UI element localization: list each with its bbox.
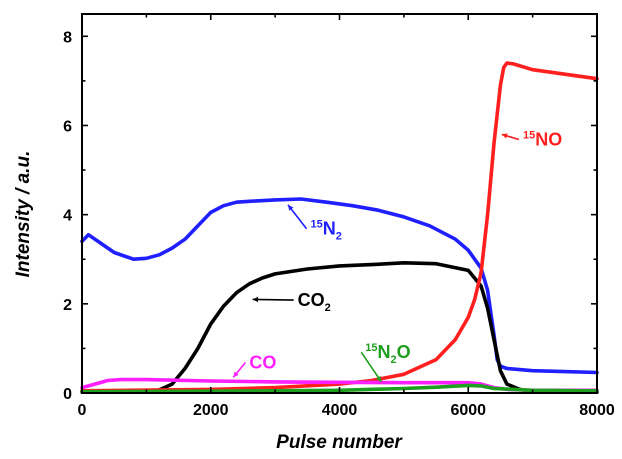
y-tick-label: 8 bbox=[63, 29, 72, 46]
annotation-label: 15N2O bbox=[365, 342, 410, 366]
annotation-15N2: 15N2 bbox=[287, 204, 342, 243]
series-line-0 bbox=[80, 197, 599, 375]
y-tick-label: 4 bbox=[63, 208, 72, 225]
series-line-2 bbox=[80, 61, 599, 393]
y-tick-label: 2 bbox=[63, 297, 72, 314]
series-layer bbox=[80, 61, 599, 394]
annotation-layer: 15N2 15NO CO2 CO 15N2O bbox=[232, 130, 562, 383]
y-axis-title: Intensity / a.u. bbox=[13, 151, 34, 278]
annotation-label: CO bbox=[249, 352, 276, 372]
annotation-arrow bbox=[252, 298, 294, 301]
annotation-label: 15NO bbox=[523, 130, 562, 150]
annotation-label: CO2 bbox=[298, 290, 331, 314]
annotation-15N2O: 15N2O bbox=[360, 342, 411, 383]
annotation-label: 15N2 bbox=[311, 219, 342, 243]
annotation-arrowhead bbox=[501, 133, 508, 139]
series-line-1 bbox=[80, 261, 599, 394]
annotation-arrowhead bbox=[288, 204, 294, 211]
x-axis-title: Pulse number bbox=[276, 432, 403, 453]
annotation-CO: CO bbox=[232, 352, 276, 378]
annotation-arrowhead bbox=[233, 371, 239, 378]
x-tick-label: 6000 bbox=[450, 402, 486, 419]
axes-layer: 0 2000 4000 6000 8000 0 2 4 6 8 bbox=[63, 13, 615, 419]
y-tick-label: 0 bbox=[63, 386, 72, 403]
annotation-arrow bbox=[360, 351, 383, 383]
x-tick-label: 0 bbox=[78, 402, 87, 419]
x-tick-label: 8000 bbox=[579, 402, 615, 419]
annotation-arrowhead bbox=[252, 296, 259, 303]
x-tick-label: 4000 bbox=[322, 402, 358, 419]
annotation-CO2: CO2 bbox=[252, 290, 331, 314]
annotation-arrowhead bbox=[376, 375, 382, 382]
x-tick-label: 2000 bbox=[193, 402, 229, 419]
annotation-15NO: 15NO bbox=[501, 130, 562, 150]
y-tick-label: 6 bbox=[63, 118, 72, 135]
